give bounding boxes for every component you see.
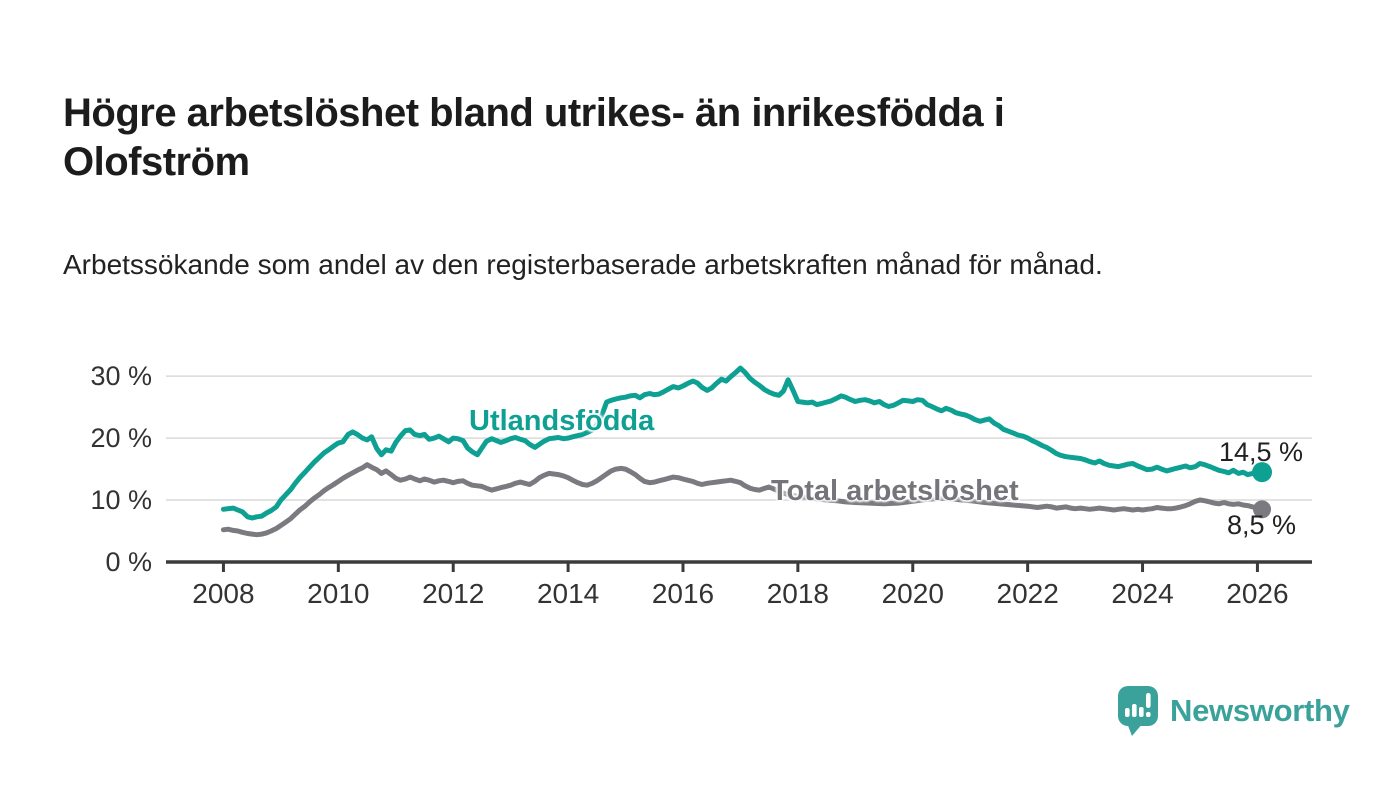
end-dot-utlandsfodda [1252,462,1273,483]
x-tick-label: 2012 [422,578,484,609]
x-tick-label: 2026 [1226,578,1288,609]
chart-subtitle: Arbetssökande som andel av den registerb… [63,249,1103,280]
newsworthy-logo-text: Newsworthy [1170,693,1350,728]
series-label-total-arbetsloshet: Total arbetslöshet [771,475,1019,507]
x-tick-label: 2024 [1111,578,1173,609]
series-line-total-arbetsloshet [220,462,1265,538]
end-dot-total-arbetsloshet [1253,500,1272,519]
x-tick-label: 2014 [537,578,599,609]
y-tick-label: 30 % [90,361,152,391]
end-value-label-total-arbetsloshet: 8,5 % [1227,510,1297,540]
series-label-utlandsfodda: Utlandsfödda [469,405,655,437]
x-tick-label: 2010 [307,578,369,609]
chart-title: Högre arbetslöshet bland utrikes- än inr… [63,90,1005,185]
y-tick-label: 20 % [90,423,152,453]
x-tick-label: 2018 [767,578,829,609]
end-value-label-utlandsfodda: 14,5 % [1219,437,1304,467]
newsworthy-logo-icon [1118,686,1158,736]
y-tick-label: 0 % [105,547,152,577]
x-tick-label: 2020 [882,578,944,609]
y-tick-label: 10 % [90,485,152,515]
x-tick-label: 2016 [652,578,714,609]
x-tick-label: 2008 [192,578,254,609]
series-line-utlandsfodda [220,365,1265,521]
x-tick-label: 2022 [997,578,1059,609]
newsworthy-logo: Newsworthy [1116,685,1350,737]
